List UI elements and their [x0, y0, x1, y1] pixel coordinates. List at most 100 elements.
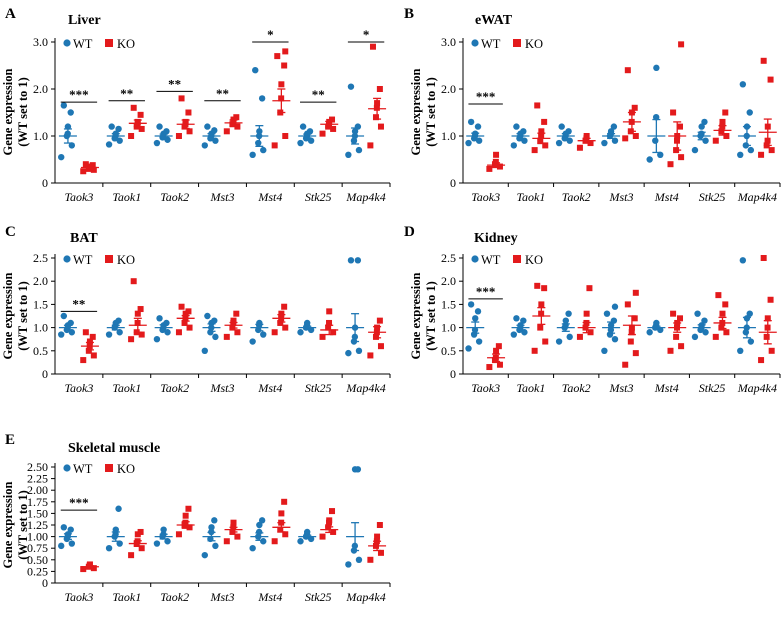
significance-label: ***: [69, 495, 89, 510]
x-category-label: Mst3: [609, 190, 634, 204]
ko-point: [282, 48, 289, 55]
ko-point: [719, 310, 726, 317]
ko-point: [531, 347, 538, 354]
legend-ko-label: KO: [117, 462, 135, 476]
ko-point: [624, 301, 631, 308]
ko-point: [767, 76, 774, 83]
wt-point: [465, 345, 472, 352]
y-axis-label-line1: Gene expression: [409, 68, 423, 155]
ko-point: [185, 505, 192, 512]
wt-point: [116, 137, 123, 144]
ko-point: [542, 338, 549, 345]
ko-point: [760, 255, 767, 261]
ko-point: [367, 352, 374, 359]
wt-point: [211, 517, 218, 524]
y-axis-label-line2: (WT set to 1): [424, 77, 438, 147]
ko-point: [377, 343, 384, 350]
wt-point: [67, 319, 74, 327]
wt-point: [354, 466, 362, 473]
y-tick-label: 1.0: [33, 321, 48, 335]
ko-point: [493, 151, 500, 158]
wt-point: [258, 517, 266, 524]
panel-letter: C: [5, 224, 16, 240]
wt-point: [694, 310, 701, 317]
legend-wt-label: WT: [73, 37, 93, 51]
ko-point: [325, 324, 332, 331]
ko-point: [130, 104, 137, 111]
ko-point: [282, 531, 289, 538]
x-category-label: Stk25: [305, 190, 332, 204]
y-axis-label: Gene expression(WT set to 1): [1, 481, 30, 568]
ko-point: [632, 133, 639, 139]
x-category-label: Taok2: [160, 190, 189, 204]
ko-point: [130, 278, 137, 285]
x-category-label: Stk25: [699, 190, 726, 204]
ko-point: [496, 163, 503, 170]
ko-point: [223, 538, 230, 545]
ko-point: [128, 336, 135, 343]
ko-point: [372, 114, 379, 121]
x-category-label: Taok1: [112, 590, 141, 604]
ko-point: [493, 347, 500, 354]
wt-point: [474, 308, 482, 315]
ko-point: [319, 533, 326, 540]
wt-point: [297, 139, 304, 147]
ko-point: [586, 285, 593, 292]
wt-point: [204, 123, 211, 130]
wt-point: [611, 336, 619, 343]
wt-point: [611, 137, 619, 144]
wt-point: [747, 338, 755, 345]
wt-point: [252, 67, 259, 74]
wt-point: [211, 127, 218, 134]
wt-point: [510, 331, 518, 338]
wt-point: [601, 347, 608, 354]
wt-point: [258, 95, 266, 102]
wt-point: [60, 312, 68, 320]
wt-point: [607, 128, 615, 135]
ko-point: [282, 133, 289, 139]
ko-point: [670, 310, 677, 317]
wt-point: [116, 540, 123, 547]
ko-point: [134, 310, 141, 317]
wt-point: [345, 349, 352, 357]
significance-label: **: [120, 86, 133, 101]
y-tick-label: 1.50: [27, 506, 48, 520]
ko-point: [223, 333, 230, 340]
wt-point: [68, 540, 76, 547]
panel-D: D Kidney Gene expression(WT set to 1) 0 0.5 1…: [404, 224, 781, 395]
ko-point: [182, 512, 189, 519]
wt-point: [68, 329, 76, 336]
panel-title: Skeletal muscle: [68, 441, 160, 456]
y-axis-label: Gene expression(WT set to 1): [409, 272, 438, 359]
ko-point: [138, 545, 145, 552]
ko-point: [85, 347, 92, 354]
y-tick-label: 2.00: [27, 483, 48, 497]
ko-point: [541, 285, 548, 292]
significance-label: **: [312, 87, 325, 102]
ko-point: [329, 508, 336, 515]
ko-point: [677, 315, 684, 322]
wt-point: [520, 128, 527, 135]
ko-point: [678, 154, 685, 161]
wt-point: [472, 315, 479, 322]
y-axis-label-line1: Gene expression: [409, 272, 423, 359]
wt-point: [108, 123, 115, 130]
wt-point: [211, 317, 218, 324]
wt-point: [354, 257, 362, 264]
ko-point: [330, 125, 337, 132]
y-axis-label-line2: (WT set to 1): [16, 490, 30, 560]
ko-point: [376, 317, 383, 324]
wt-point: [521, 137, 528, 144]
wt-point: [566, 137, 573, 144]
ko-point: [277, 526, 284, 533]
ko-point: [537, 324, 544, 331]
ko-point: [376, 86, 383, 92]
x-category-label: Mst3: [609, 381, 634, 395]
wt-point: [156, 123, 163, 130]
wt-point: [521, 329, 528, 336]
wt-point: [746, 310, 753, 317]
ko-point: [278, 510, 285, 517]
y-tick-label: 2.0: [33, 82, 48, 96]
legend-ko-label: KO: [525, 253, 543, 267]
